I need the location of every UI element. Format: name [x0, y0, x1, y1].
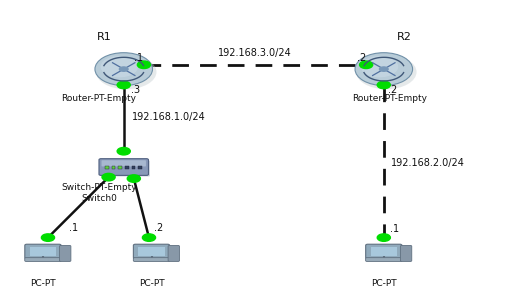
Text: PC-PT
PC1: PC-PT PC1	[139, 279, 164, 288]
FancyBboxPatch shape	[25, 258, 61, 262]
FancyBboxPatch shape	[400, 245, 412, 262]
Circle shape	[360, 61, 373, 69]
Circle shape	[102, 173, 115, 181]
Ellipse shape	[379, 66, 389, 72]
Text: .1: .1	[390, 224, 399, 234]
Bar	[118, 166, 122, 169]
Text: .1: .1	[69, 223, 78, 232]
Bar	[138, 247, 165, 256]
Ellipse shape	[356, 55, 417, 89]
Ellipse shape	[95, 53, 153, 86]
Text: Router-PT-Empty: Router-PT-Empty	[352, 94, 427, 103]
Ellipse shape	[100, 56, 138, 77]
Bar	[125, 166, 129, 169]
Text: R1: R1	[97, 33, 112, 42]
Circle shape	[142, 234, 156, 241]
Text: .2: .2	[388, 86, 397, 95]
FancyBboxPatch shape	[366, 258, 402, 262]
FancyBboxPatch shape	[102, 160, 146, 166]
Circle shape	[41, 234, 55, 241]
Ellipse shape	[119, 66, 129, 72]
Text: .2: .2	[155, 223, 164, 232]
FancyBboxPatch shape	[60, 245, 71, 262]
Bar	[112, 166, 115, 169]
Text: .3: .3	[131, 86, 140, 95]
Bar	[132, 166, 135, 169]
Text: PC-PT
PC2: PC-PT PC2	[371, 279, 396, 288]
FancyBboxPatch shape	[99, 159, 148, 175]
Circle shape	[117, 81, 130, 89]
FancyBboxPatch shape	[366, 244, 402, 259]
FancyBboxPatch shape	[168, 245, 179, 262]
FancyBboxPatch shape	[102, 160, 150, 177]
Circle shape	[137, 61, 150, 69]
FancyBboxPatch shape	[133, 258, 170, 262]
Ellipse shape	[355, 53, 413, 86]
Text: R2: R2	[396, 33, 412, 42]
Circle shape	[377, 81, 390, 89]
Text: .2: .2	[357, 53, 366, 62]
Text: PC-PT
PC0: PC-PT PC0	[30, 279, 56, 288]
Text: Switch-PT-Empty
Switch0: Switch-PT-Empty Switch0	[62, 183, 137, 203]
Bar	[30, 247, 56, 256]
FancyBboxPatch shape	[25, 244, 61, 259]
Bar	[138, 166, 142, 169]
Ellipse shape	[361, 56, 398, 77]
Text: 192.168.3.0/24: 192.168.3.0/24	[218, 48, 292, 58]
Circle shape	[377, 234, 390, 241]
Ellipse shape	[96, 55, 157, 89]
FancyBboxPatch shape	[133, 244, 170, 259]
Circle shape	[127, 175, 140, 182]
Text: 192.168.2.0/24: 192.168.2.0/24	[391, 158, 465, 168]
Text: Router-PT-Empty: Router-PT-Empty	[62, 94, 136, 103]
Bar	[105, 166, 109, 169]
Text: 192.168.1.0/24: 192.168.1.0/24	[132, 112, 206, 122]
Text: .1: .1	[134, 53, 143, 62]
Bar	[371, 247, 397, 256]
Circle shape	[117, 147, 130, 155]
